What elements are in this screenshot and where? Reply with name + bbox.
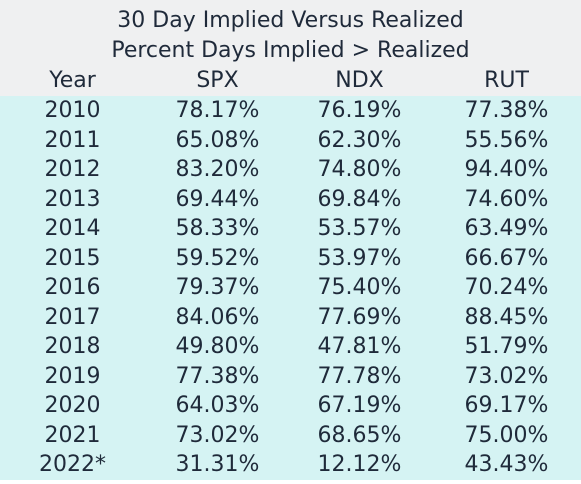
cell-rut: 94.40% (464, 157, 549, 182)
cell-year: 2020 (44, 393, 101, 418)
cell-ndx: 47.81% (317, 334, 402, 359)
cell-spx: 73.02% (175, 422, 260, 448)
table-row: 2013 69.44% 69.84% 74.60% (0, 185, 581, 215)
column-header-row: Year SPX NDX RUT (0, 66, 581, 96)
cell-rut: 43.43% (464, 452, 549, 477)
table-row: 2015 59.52% 53.97% 66.67% (0, 244, 581, 274)
column-header-spx: SPX (196, 68, 239, 93)
cell-year: 2010 (44, 98, 101, 123)
table-row: 2019 77.38% 77.78% 73.02% (0, 362, 581, 392)
cell-year: 2022* (39, 452, 106, 477)
cell-ndx: 53.97% (317, 245, 402, 271)
table-row: 2022* 31.31% 12.12% 43.43% (0, 450, 581, 480)
cell-ndx: 69.84% (317, 186, 402, 212)
cell-rut: 74.60% (464, 186, 549, 212)
cell-year: 2017 (44, 304, 101, 330)
cell-ndx: 68.65% (317, 422, 402, 448)
cell-rut: 77.38% (464, 98, 549, 123)
cell-year: 2011 (44, 127, 101, 153)
cell-ndx: 77.69% (317, 304, 402, 330)
cell-rut: 66.67% (464, 245, 549, 271)
cell-year: 2016 (44, 275, 101, 300)
cell-spx: 65.08% (175, 127, 260, 153)
cell-ndx: 62.30% (317, 127, 402, 153)
table-row: 2020 64.03% 67.19% 69.17% (0, 391, 581, 421)
cell-rut: 63.49% (464, 216, 549, 241)
column-header-rut: RUT (484, 68, 529, 93)
cell-spx: 64.03% (175, 393, 260, 418)
column-header-year: Year (49, 68, 96, 93)
cell-rut: 88.45% (464, 304, 549, 330)
table-header-band (0, 0, 581, 96)
cell-ndx: 12.12% (317, 452, 402, 477)
cell-ndx: 77.78% (317, 363, 402, 389)
cell-year: 2018 (44, 334, 101, 359)
table-row: 2018 49.80% 47.81% 51.79% (0, 332, 581, 362)
table-row: 2017 84.06% 77.69% 88.45% (0, 303, 581, 333)
cell-rut: 75.00% (464, 422, 549, 448)
cell-spx: 78.17% (175, 98, 260, 123)
cell-year: 2013 (44, 186, 101, 212)
cell-year: 2015 (44, 245, 101, 271)
cell-spx: 58.33% (175, 216, 260, 241)
cell-rut: 73.02% (464, 363, 549, 389)
cell-ndx: 74.80% (317, 157, 402, 182)
cell-spx: 31.31% (175, 452, 260, 477)
table-body: 2010 78.17% 76.19% 77.38% 2011 65.08% 62.30% 55… (0, 96, 581, 480)
cell-spx: 77.38% (175, 363, 260, 389)
cell-year: 2012 (44, 157, 101, 182)
table-row: 2010 78.17% 76.19% 77.38% (0, 96, 581, 126)
table-row: 2016 79.37% 75.40% 70.24% (0, 273, 581, 303)
cell-year: 2019 (44, 363, 101, 389)
table-title: 30 Day Implied Versus Realized (117, 8, 464, 33)
cell-spx: 83.20% (175, 157, 260, 182)
cell-rut: 70.24% (464, 275, 549, 300)
table-row: 2014 58.33% 53.57% 63.49% (0, 214, 581, 244)
table-row: 2011 65.08% 62.30% 55.56% (0, 126, 581, 156)
table-row: 2012 83.20% 74.80% 94.40% (0, 155, 581, 185)
cell-rut: 51.79% (464, 334, 549, 359)
cell-spx: 79.37% (175, 275, 260, 300)
cell-ndx: 75.40% (317, 275, 402, 300)
cell-spx: 84.06% (175, 304, 260, 330)
cell-ndx: 76.19% (317, 98, 402, 123)
cell-spx: 69.44% (175, 186, 260, 212)
table-subtitle: Percent Days Implied > Realized (111, 38, 470, 63)
cell-year: 2021 (44, 422, 101, 448)
cell-spx: 59.52% (175, 245, 260, 271)
cell-rut: 69.17% (464, 393, 549, 418)
cell-ndx: 53.57% (317, 216, 402, 241)
table-row: 2021 73.02% 68.65% 75.00% (0, 421, 581, 451)
cell-spx: 49.80% (175, 334, 260, 359)
cell-rut: 55.56% (464, 127, 549, 153)
column-header-ndx: NDX (335, 68, 384, 93)
cell-year: 2014 (44, 216, 101, 241)
cell-ndx: 67.19% (317, 393, 402, 418)
